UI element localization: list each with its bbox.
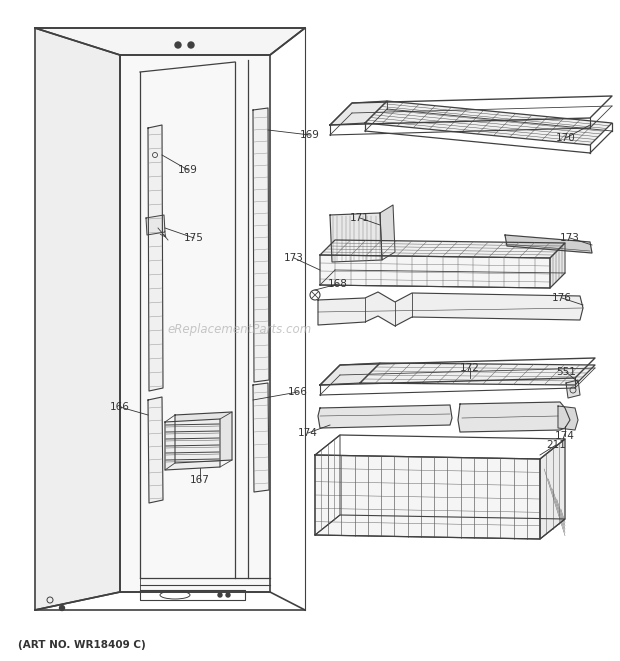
Text: 174: 174 [555, 431, 575, 441]
Text: 169: 169 [178, 165, 198, 175]
Polygon shape [320, 240, 565, 258]
Polygon shape [120, 55, 270, 592]
Text: 211: 211 [546, 440, 566, 450]
Polygon shape [558, 406, 578, 430]
Text: eReplacementParts.com: eReplacementParts.com [168, 323, 312, 336]
Circle shape [218, 593, 222, 597]
Text: 170: 170 [556, 133, 576, 143]
Text: 551: 551 [556, 367, 576, 377]
Circle shape [226, 593, 230, 597]
Circle shape [175, 42, 181, 48]
Text: 173: 173 [560, 233, 580, 243]
Polygon shape [505, 235, 592, 253]
Polygon shape [315, 455, 540, 539]
Polygon shape [330, 213, 382, 262]
Polygon shape [365, 101, 612, 145]
Text: 172: 172 [460, 363, 480, 373]
Polygon shape [566, 380, 580, 398]
Polygon shape [540, 439, 565, 539]
Polygon shape [318, 405, 452, 428]
Text: 169: 169 [300, 130, 320, 140]
Polygon shape [175, 412, 232, 463]
Polygon shape [35, 28, 120, 610]
Text: 166: 166 [110, 402, 130, 412]
Polygon shape [253, 383, 269, 492]
Polygon shape [320, 363, 380, 385]
Text: 175: 175 [184, 233, 204, 243]
Polygon shape [320, 255, 550, 288]
Polygon shape [148, 397, 163, 503]
Polygon shape [318, 292, 583, 326]
Polygon shape [380, 205, 395, 260]
Polygon shape [165, 419, 220, 470]
Text: 171: 171 [350, 213, 370, 223]
Polygon shape [550, 243, 565, 288]
Text: 174: 174 [298, 428, 318, 438]
Text: 176: 176 [552, 293, 572, 303]
Polygon shape [360, 363, 595, 385]
Text: 166: 166 [288, 387, 308, 397]
Polygon shape [458, 402, 570, 432]
Circle shape [60, 605, 64, 611]
Polygon shape [253, 108, 269, 382]
Circle shape [188, 42, 194, 48]
Polygon shape [330, 101, 387, 125]
Polygon shape [148, 125, 163, 391]
Text: 168: 168 [328, 279, 348, 289]
Polygon shape [35, 28, 305, 55]
Text: 167: 167 [190, 475, 210, 485]
Polygon shape [146, 215, 165, 235]
Text: 173: 173 [284, 253, 304, 263]
Text: (ART NO. WR18409 C): (ART NO. WR18409 C) [18, 640, 146, 650]
